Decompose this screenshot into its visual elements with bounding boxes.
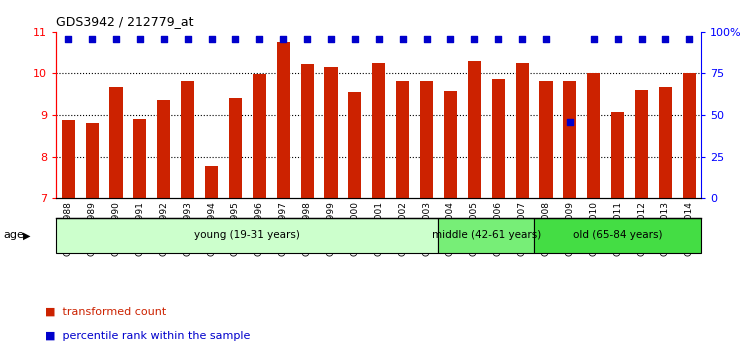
Bar <box>110 87 122 198</box>
Bar <box>563 80 577 198</box>
Point <box>564 119 576 125</box>
Point <box>612 36 624 41</box>
Bar <box>468 61 481 198</box>
Bar <box>277 42 290 198</box>
Point <box>110 36 122 41</box>
Point <box>468 36 480 41</box>
Bar <box>348 92 361 198</box>
Point <box>659 36 671 41</box>
Point <box>230 36 242 41</box>
Bar <box>635 90 648 198</box>
Bar <box>611 112 624 198</box>
Point <box>683 36 695 41</box>
Bar <box>253 74 266 198</box>
Point <box>540 36 552 41</box>
Point <box>278 36 290 41</box>
Text: old (65-84 years): old (65-84 years) <box>573 230 662 240</box>
Bar <box>682 74 696 198</box>
Point <box>86 36 98 41</box>
Point <box>206 36 218 41</box>
Bar <box>205 166 218 198</box>
Bar <box>539 80 553 198</box>
Bar <box>62 120 75 198</box>
Point <box>325 36 337 41</box>
Point <box>397 36 409 41</box>
Point <box>62 36 74 41</box>
Bar <box>420 80 433 198</box>
Bar <box>301 64 313 198</box>
Point <box>134 36 146 41</box>
Bar <box>229 98 242 198</box>
Bar <box>325 67 338 198</box>
Point <box>492 36 504 41</box>
Point <box>349 36 361 41</box>
Point <box>588 36 600 41</box>
Bar <box>134 119 146 198</box>
Point <box>635 36 647 41</box>
Text: ▶: ▶ <box>22 230 30 240</box>
Point <box>421 36 433 41</box>
Point <box>254 36 266 41</box>
Bar <box>658 87 672 198</box>
Point <box>158 36 170 41</box>
Bar <box>158 101 170 198</box>
Point <box>516 36 528 41</box>
Bar <box>372 63 386 198</box>
Text: ■  percentile rank within the sample: ■ percentile rank within the sample <box>45 331 251 341</box>
Text: GDS3942 / 212779_at: GDS3942 / 212779_at <box>56 15 194 28</box>
Point <box>182 36 194 41</box>
Point <box>301 36 313 41</box>
Text: ■  transformed count: ■ transformed count <box>45 307 166 316</box>
Bar <box>587 73 600 198</box>
Bar <box>181 81 194 198</box>
Bar <box>444 91 457 198</box>
Text: age: age <box>4 230 25 240</box>
Bar <box>515 63 529 198</box>
Bar <box>86 122 99 198</box>
Point <box>445 36 457 41</box>
Point <box>373 36 385 41</box>
Text: middle (42-61 years): middle (42-61 years) <box>432 230 541 240</box>
Text: young (19-31 years): young (19-31 years) <box>194 230 300 240</box>
Bar <box>492 79 505 198</box>
Bar <box>396 81 410 198</box>
